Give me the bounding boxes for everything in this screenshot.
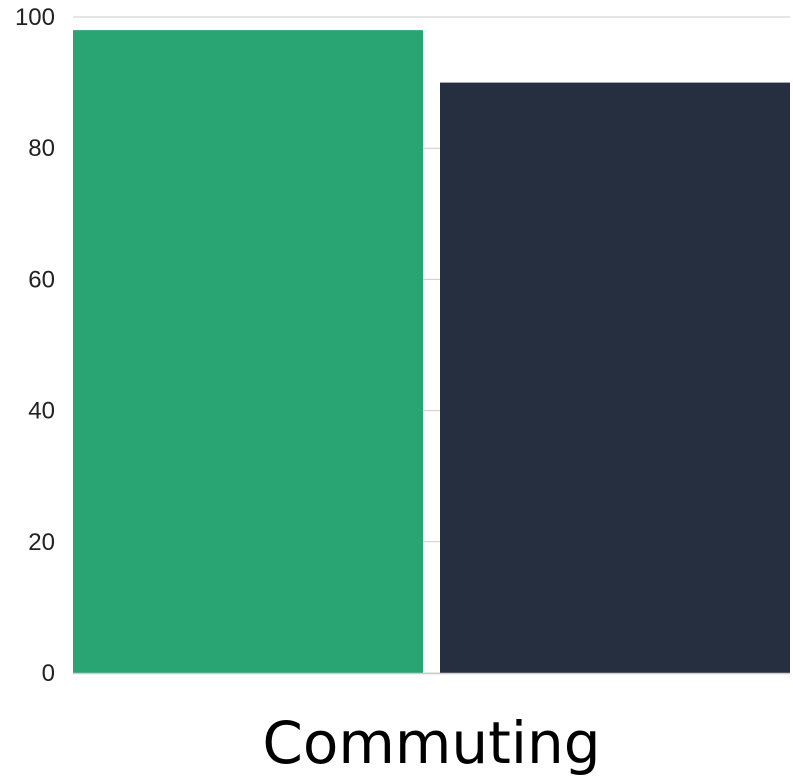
x-axis-labels: Commuting <box>262 709 600 777</box>
bars <box>73 30 790 674</box>
bar-1 <box>73 30 423 674</box>
y-tick-label: 40 <box>28 398 55 425</box>
y-tick-label: 60 <box>28 266 55 293</box>
x-category-label: Commuting <box>262 709 600 777</box>
y-tick-label: 0 <box>42 660 55 687</box>
y-axis-ticks: 0 20 40 60 80 100 <box>15 4 790 687</box>
y-tick-label: 80 <box>28 135 55 162</box>
bar-2 <box>440 82 790 674</box>
y-tick-label: 20 <box>28 529 55 556</box>
y-tick-label: 100 <box>15 4 55 31</box>
